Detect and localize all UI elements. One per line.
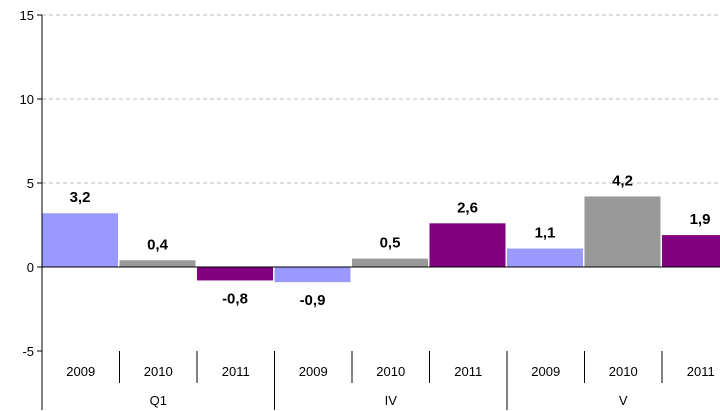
group-label: IV [385, 393, 398, 408]
data-label: 3,2 [70, 189, 91, 206]
y-tick-labels: -5 0 5 10 15 [20, 8, 34, 359]
y-tick-label: 0 [27, 260, 34, 275]
year-label: 2011 [222, 364, 250, 379]
data-label: 0,5 [380, 235, 401, 252]
year-label: 2010 [376, 364, 405, 379]
year-label: 2009 [299, 364, 328, 379]
data-label: 4,2 [612, 172, 633, 189]
data-label: -0,8 [222, 290, 248, 307]
group-label: V [619, 393, 628, 408]
bar-q1-2011 [197, 267, 273, 281]
bar-q1-2010 [119, 260, 196, 267]
year-label: 2010 [609, 364, 638, 379]
bar-v-2009 [507, 248, 583, 267]
group-label: Q1 [150, 393, 167, 408]
data-label: 2,6 [457, 199, 478, 216]
bar-iv-2009 [274, 267, 351, 283]
data-label: 1,1 [535, 225, 556, 242]
axes [37, 14, 720, 410]
year-label: 2010 [144, 364, 173, 379]
data-labels: 3,2 0,4 -0,8 -0,9 0,5 2,6 1,1 4,2 1,9 [70, 172, 711, 309]
y-tick-label: -5 [22, 344, 34, 359]
bar-iv-2010 [352, 258, 428, 267]
data-label: 0,4 [147, 236, 169, 253]
category-labels: 2009 2010 2011 Q1 2009 2010 2011 IV 2009 2010 2011… [66, 364, 714, 408]
data-label: 1,9 [690, 211, 711, 228]
y-tick-label: 10 [20, 92, 34, 107]
bar-iv-2011 [429, 223, 506, 267]
grid-lines [42, 14, 720, 184]
bar-v-2011 [662, 235, 720, 267]
year-label: 2011 [454, 364, 482, 379]
bar-v-2010 [584, 196, 661, 267]
y-tick-label: 5 [27, 176, 34, 191]
year-label: 2009 [66, 364, 95, 379]
bars [42, 196, 720, 283]
data-label: -0,9 [300, 292, 326, 309]
year-label: 2011 [687, 364, 715, 379]
y-tick-label: 15 [20, 8, 34, 23]
bar-q1-2009 [42, 213, 118, 267]
year-label: 2009 [531, 364, 560, 379]
